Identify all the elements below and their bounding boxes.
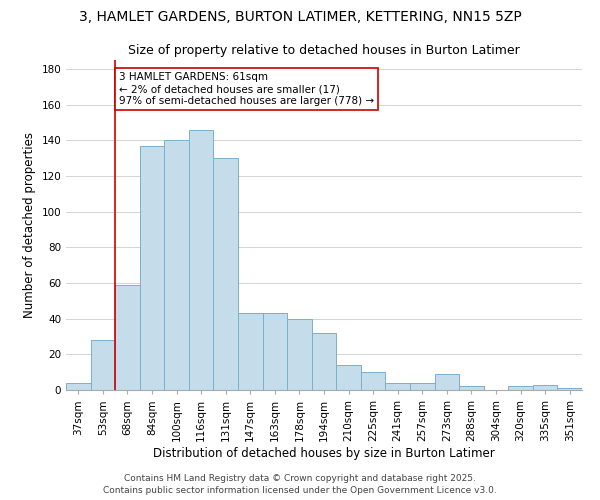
Bar [263,314,287,390]
Bar [140,146,164,390]
Bar [91,340,115,390]
Y-axis label: Number of detached properties: Number of detached properties [23,132,36,318]
Bar [312,333,336,390]
Bar [287,318,312,390]
Bar [66,383,91,390]
Bar [508,386,533,390]
Bar [557,388,582,390]
Title: Size of property relative to detached houses in Burton Latimer: Size of property relative to detached ho… [128,44,520,58]
Bar [238,314,263,390]
Bar [361,372,385,390]
Bar [214,158,238,390]
Bar [189,130,214,390]
Bar [459,386,484,390]
Text: Contains HM Land Registry data © Crown copyright and database right 2025.
Contai: Contains HM Land Registry data © Crown c… [103,474,497,495]
Bar [385,383,410,390]
Bar [164,140,189,390]
Bar [336,365,361,390]
Bar [434,374,459,390]
Bar [533,384,557,390]
X-axis label: Distribution of detached houses by size in Burton Latimer: Distribution of detached houses by size … [153,446,495,460]
Bar [410,383,434,390]
Text: 3, HAMLET GARDENS, BURTON LATIMER, KETTERING, NN15 5ZP: 3, HAMLET GARDENS, BURTON LATIMER, KETTE… [79,10,521,24]
Text: 3 HAMLET GARDENS: 61sqm
← 2% of detached houses are smaller (17)
97% of semi-det: 3 HAMLET GARDENS: 61sqm ← 2% of detached… [119,72,374,106]
Bar [115,285,140,390]
